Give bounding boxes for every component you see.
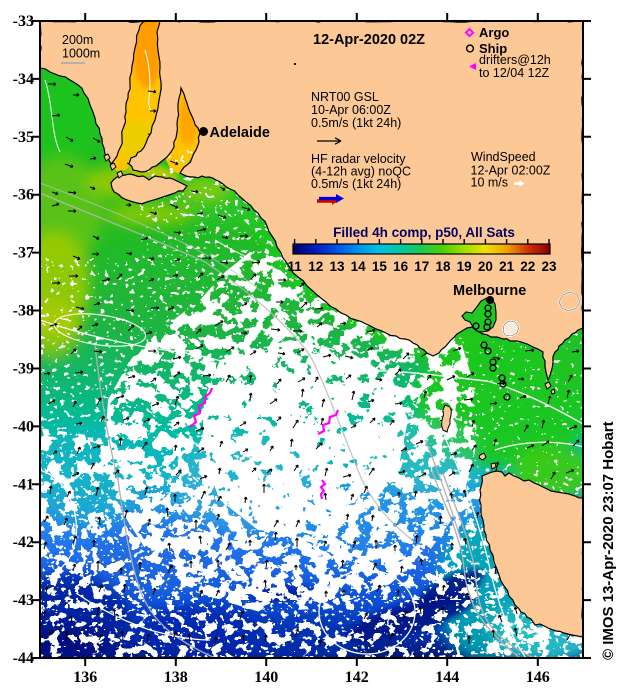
svg-text:144: 144	[435, 669, 459, 686]
svg-text:12-Apr-2020 02Z: 12-Apr-2020 02Z	[313, 32, 425, 48]
svg-text:-35: -35	[13, 129, 34, 146]
svg-text:10-Apr 06:00Z: 10-Apr 06:00Z	[311, 103, 391, 117]
svg-text:-39: -39	[13, 361, 34, 378]
svg-text:17: 17	[414, 259, 429, 274]
svg-text:-36: -36	[13, 187, 34, 204]
svg-text:16: 16	[393, 259, 409, 274]
svg-text:-37: -37	[13, 245, 34, 262]
svg-text:146: 146	[526, 669, 550, 686]
svg-text:15: 15	[372, 259, 388, 274]
svg-text:142: 142	[345, 669, 369, 686]
svg-text:-42: -42	[13, 534, 34, 551]
svg-text:NRT00 GSL: NRT00 GSL	[311, 90, 379, 104]
svg-text:-40: -40	[13, 418, 34, 435]
svg-text:drifters@12h: drifters@12h	[479, 53, 551, 67]
svg-text:-41: -41	[13, 476, 34, 493]
svg-text:0.5m/s (1kt 24h): 0.5m/s (1kt 24h)	[311, 116, 401, 130]
svg-text:18: 18	[435, 259, 451, 274]
svg-text:12-Apr 02:00Z: 12-Apr 02:00Z	[471, 164, 551, 178]
svg-text:WindSpeed: WindSpeed	[471, 150, 536, 164]
svg-text:0.5m/s (1kt 24h): 0.5m/s (1kt 24h)	[311, 177, 401, 191]
svg-text:20: 20	[478, 259, 493, 274]
svg-text:14: 14	[351, 259, 367, 274]
svg-text:140: 140	[254, 669, 278, 686]
svg-text:1000m: 1000m	[62, 47, 100, 61]
svg-text:Argo: Argo	[479, 25, 509, 40]
svg-text:-33: -33	[13, 13, 34, 30]
svg-text:© IMOS 13-Apr-2020 23:07 Hobar: © IMOS 13-Apr-2020 23:07 Hobart	[600, 421, 617, 660]
svg-text:-44: -44	[13, 650, 34, 667]
svg-text:23: 23	[541, 259, 557, 274]
svg-text:Ship: Ship	[479, 41, 507, 56]
svg-text:HF radar velocity: HF radar velocity	[311, 152, 406, 166]
svg-text:200m: 200m	[62, 33, 93, 47]
svg-text:Adelaide: Adelaide	[210, 125, 270, 141]
svg-text:19: 19	[457, 259, 472, 274]
svg-text:(4-12h avg) noQC: (4-12h avg) noQC	[311, 165, 411, 179]
svg-text:21: 21	[499, 259, 515, 274]
svg-text:13: 13	[329, 259, 345, 274]
svg-text:10 m/s: 10 m/s	[471, 176, 509, 190]
svg-text:Melbourne: Melbourne	[453, 283, 526, 299]
svg-text:-34: -34	[13, 71, 34, 88]
svg-text:136: 136	[73, 669, 97, 686]
svg-text:22: 22	[520, 259, 535, 274]
svg-text:11: 11	[287, 259, 302, 274]
svg-text:12: 12	[308, 259, 323, 274]
svg-text:138: 138	[164, 669, 188, 686]
svg-text:to 12/04 12Z: to 12/04 12Z	[479, 66, 550, 80]
svg-text:-43: -43	[13, 592, 34, 609]
svg-text:Filled 4h comp, p50, All Sats: Filled 4h comp, p50, All Sats	[333, 225, 515, 240]
svg-text:-38: -38	[13, 303, 34, 320]
